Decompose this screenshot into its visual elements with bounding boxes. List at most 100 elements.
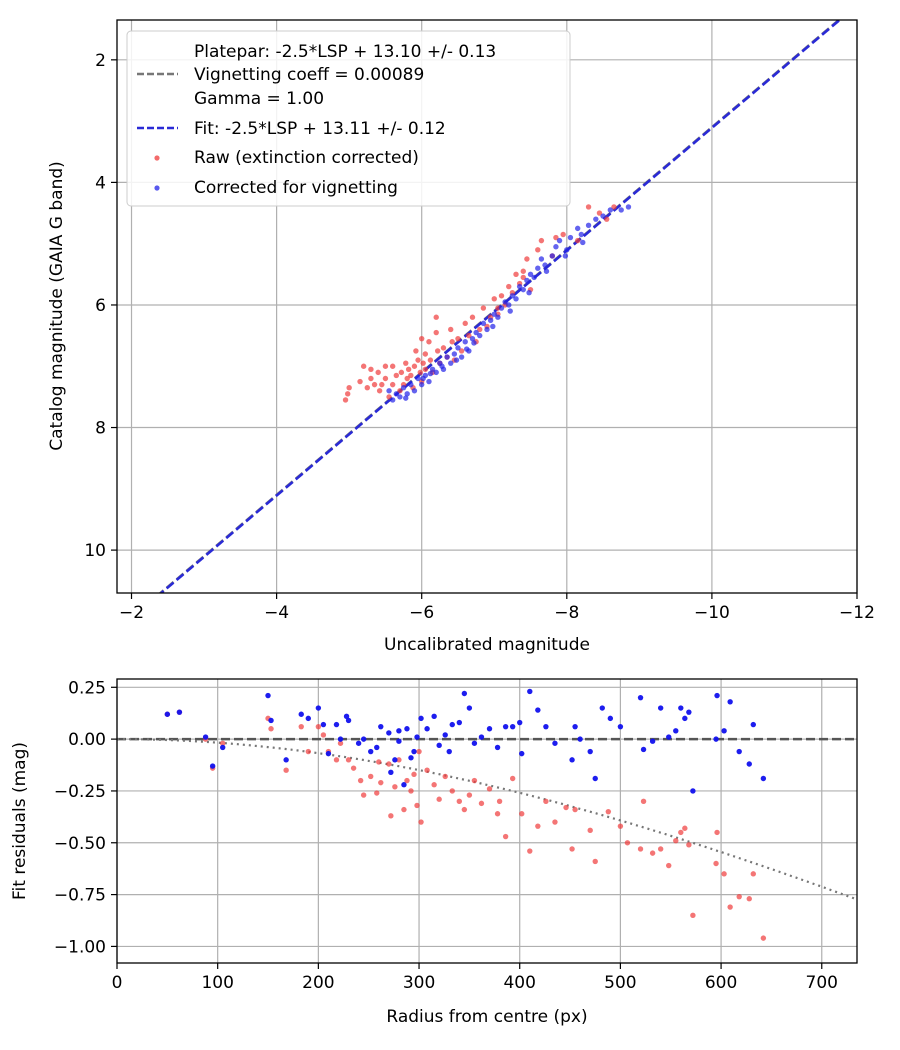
y-tick-label: 2 xyxy=(95,51,106,71)
x-tick-label: 300 xyxy=(403,973,435,993)
raw-residual-point xyxy=(592,858,598,865)
raw-point xyxy=(466,332,472,339)
corrected-point xyxy=(618,207,624,213)
raw-point xyxy=(574,237,581,244)
corrected-point xyxy=(580,239,586,246)
top-ticks: −2 −4 −6 −8 −10 −12 2 4 6 8 10 xyxy=(84,51,875,623)
corrected-point xyxy=(524,277,530,284)
raw-point xyxy=(498,293,505,299)
x-tick-label: −6 xyxy=(409,603,434,623)
legend-raw-label: Raw (extinction corrected) xyxy=(194,148,419,168)
raw-residual-point xyxy=(657,846,664,852)
corrected-point xyxy=(574,225,581,232)
corrected-point xyxy=(578,231,585,238)
raw-point xyxy=(491,296,497,302)
y-tick-label: −0.75 xyxy=(54,886,106,906)
x-tick-label: −4 xyxy=(264,603,289,623)
corrected-residual-point xyxy=(713,736,719,742)
raw-point xyxy=(448,326,454,333)
raw-point xyxy=(360,363,367,369)
corrected-residual-point xyxy=(368,748,374,755)
corrected-point xyxy=(490,323,496,330)
corrected-point xyxy=(429,366,436,373)
y-tick-label: 10 xyxy=(84,541,106,561)
x-tick-label: 500 xyxy=(604,973,636,993)
legend-platepar-line-3: Gamma = 1.00 xyxy=(194,89,324,109)
raw-residual-point xyxy=(431,782,437,788)
corrected-residual-point xyxy=(392,757,398,763)
raw-residual-point xyxy=(605,808,612,815)
raw-point xyxy=(397,388,403,394)
raw-residual-point xyxy=(686,842,692,848)
raw-residual-point xyxy=(563,804,569,811)
corrected-residual-point xyxy=(265,692,271,699)
corrected-point xyxy=(593,216,599,222)
corrected-point xyxy=(415,375,421,382)
corrected-point xyxy=(462,339,468,345)
x-tick-label: 100 xyxy=(201,973,233,993)
corrected-residual-point xyxy=(374,744,380,751)
raw-residual-point xyxy=(502,833,509,840)
corrected-point xyxy=(427,370,434,377)
corrected-point xyxy=(455,345,461,351)
corrected-point xyxy=(473,329,479,336)
clipped-marks xyxy=(117,688,857,941)
raw-residual-point xyxy=(333,757,340,763)
raw-residual-point xyxy=(587,827,593,834)
corrected-point xyxy=(389,397,396,403)
raw-point xyxy=(404,375,410,382)
raw-point xyxy=(368,366,374,373)
y-tick-label: 0.00 xyxy=(68,730,106,750)
raw-point xyxy=(382,363,389,369)
raw-residual-point xyxy=(408,788,414,794)
corrected-residual-point xyxy=(424,726,430,732)
corrected-residual-point xyxy=(164,711,171,717)
corrected-residual-point xyxy=(333,721,340,728)
raw-point xyxy=(393,372,400,379)
corrected-point xyxy=(411,388,418,394)
raw-residual-point xyxy=(345,757,352,763)
raw-point xyxy=(422,366,429,373)
corrected-residual-point xyxy=(750,721,756,728)
corrected-residual-point xyxy=(305,715,311,722)
raw-point xyxy=(386,394,392,400)
corrected-residual-point xyxy=(637,694,644,701)
corrected-residual-point xyxy=(478,734,485,740)
corrected-residual-point xyxy=(388,769,394,775)
corrected-residual-point xyxy=(517,719,523,726)
corrected-residual-point xyxy=(682,715,688,722)
raw-residual-point xyxy=(424,767,430,773)
raw-residual-point xyxy=(411,771,417,778)
corrected-residual-point xyxy=(396,728,402,734)
raw-residual-point xyxy=(298,723,304,730)
raw-residual-point xyxy=(376,759,382,765)
corrected-residual-point xyxy=(404,726,410,732)
x-tick-label: 0 xyxy=(112,973,123,993)
corrected-residual-point xyxy=(401,782,407,788)
corrected-residual-point xyxy=(408,755,414,761)
corrected-residual-point xyxy=(569,757,575,763)
corrected-residual-point xyxy=(543,723,549,730)
residuals-chart: 0 100 200 300 400 500 600 700 0.25 0.00 −0.25 −0.50… xyxy=(10,678,858,1027)
raw-residual-point xyxy=(220,740,226,746)
raw-point xyxy=(611,204,617,210)
raw-residual-point xyxy=(713,860,719,867)
corrected-point xyxy=(487,317,494,323)
raw-point xyxy=(524,256,530,262)
x-tick-label: −8 xyxy=(554,603,579,623)
raw-point xyxy=(520,268,526,274)
raw-point xyxy=(449,339,455,345)
corrected-point xyxy=(585,222,592,228)
corrected-residual-point xyxy=(714,692,720,699)
corrected-residual-point xyxy=(746,761,752,767)
raw-residual-point xyxy=(727,904,733,910)
raw-point xyxy=(440,345,447,351)
x-tick-label: −2 xyxy=(119,603,144,623)
corrected-point xyxy=(420,375,426,382)
y-tick-label: 8 xyxy=(95,419,106,439)
raw-residual-point xyxy=(666,862,672,869)
corrected-residual-point xyxy=(509,723,516,730)
raw-point xyxy=(462,320,468,327)
raw-residual-point xyxy=(486,786,493,792)
corrected-point xyxy=(426,378,432,385)
